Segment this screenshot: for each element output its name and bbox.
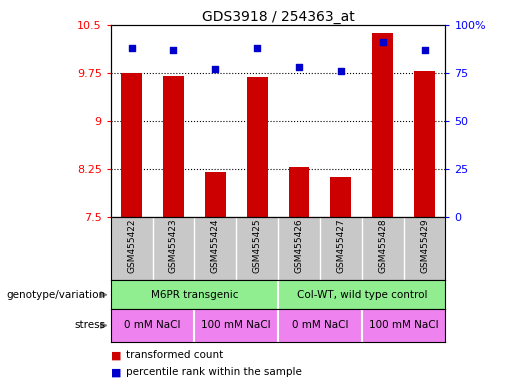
Point — [420, 47, 428, 53]
Text: GSM455428: GSM455428 — [378, 219, 387, 273]
Text: 0 mM NaCl: 0 mM NaCl — [291, 320, 348, 331]
Title: GDS3918 / 254363_at: GDS3918 / 254363_at — [202, 10, 354, 24]
Text: transformed count: transformed count — [126, 350, 224, 360]
Text: Col-WT, wild type control: Col-WT, wild type control — [297, 290, 427, 300]
Point — [337, 68, 345, 74]
Text: GSM455427: GSM455427 — [336, 219, 346, 273]
Bar — [288, 167, 310, 217]
Point — [128, 45, 136, 51]
Text: GSM455423: GSM455423 — [169, 219, 178, 273]
Text: GSM455425: GSM455425 — [253, 219, 262, 273]
Text: ■: ■ — [111, 367, 121, 377]
Text: GSM455422: GSM455422 — [127, 219, 136, 273]
Bar — [205, 172, 226, 217]
Text: percentile rank within the sample: percentile rank within the sample — [126, 367, 302, 377]
Text: 0 mM NaCl: 0 mM NaCl — [124, 320, 181, 331]
Bar — [414, 71, 435, 217]
Text: GSM455429: GSM455429 — [420, 219, 429, 273]
Point — [211, 66, 219, 72]
Text: GSM455424: GSM455424 — [211, 219, 220, 273]
Text: ■: ■ — [111, 350, 121, 360]
Text: genotype/variation: genotype/variation — [7, 290, 106, 300]
Bar — [247, 78, 268, 217]
Point — [379, 39, 387, 45]
Point — [169, 47, 178, 53]
Text: GSM455426: GSM455426 — [295, 219, 303, 273]
Bar — [331, 177, 351, 217]
Bar — [372, 33, 393, 217]
Point — [295, 64, 303, 70]
Text: M6PR transgenic: M6PR transgenic — [151, 290, 238, 300]
Text: 100 mM NaCl: 100 mM NaCl — [369, 320, 438, 331]
Point — [253, 45, 261, 51]
Bar — [121, 73, 142, 217]
Text: 100 mM NaCl: 100 mM NaCl — [201, 320, 271, 331]
Bar — [163, 76, 184, 217]
Text: stress: stress — [75, 320, 106, 331]
